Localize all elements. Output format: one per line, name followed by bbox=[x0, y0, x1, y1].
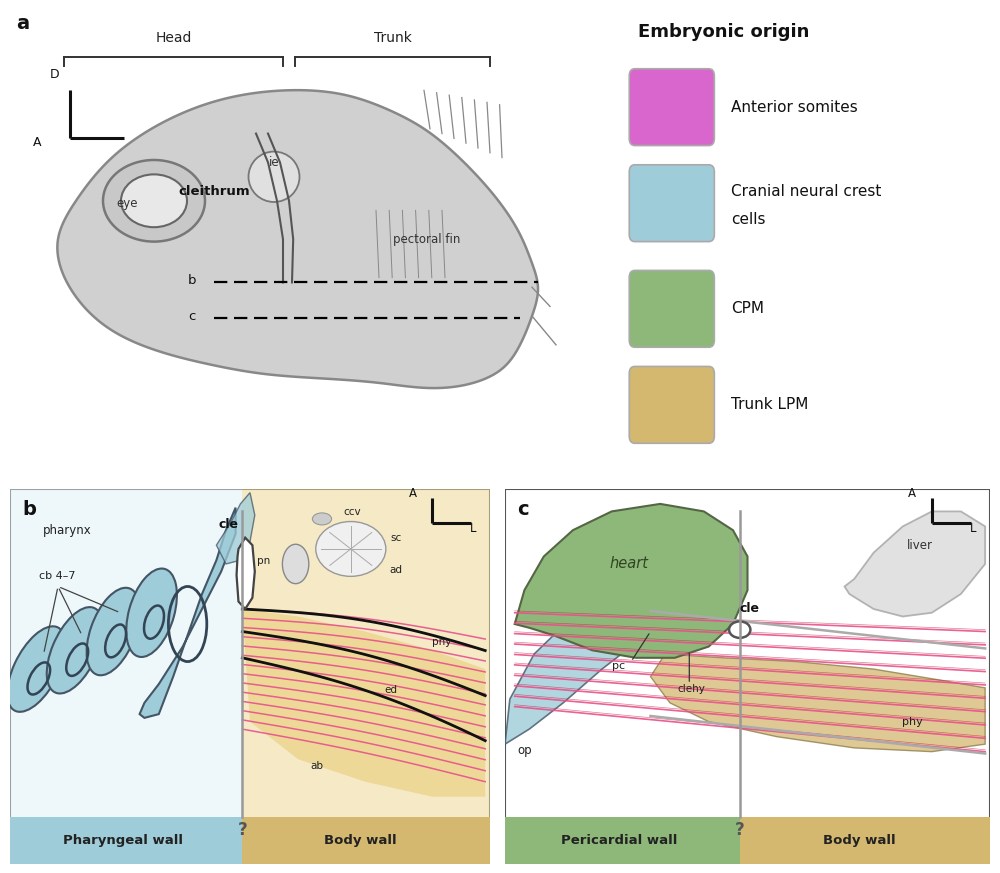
Text: A: A bbox=[409, 487, 417, 500]
Polygon shape bbox=[505, 579, 680, 744]
Bar bbox=[242, 817, 490, 864]
Text: A: A bbox=[33, 135, 41, 148]
Text: Body wall: Body wall bbox=[823, 834, 895, 847]
Text: c: c bbox=[189, 310, 196, 322]
Bar bbox=[740, 817, 990, 864]
Text: a: a bbox=[16, 14, 29, 32]
Text: Body wall: Body wall bbox=[324, 834, 397, 847]
Text: ed: ed bbox=[384, 685, 397, 696]
Ellipse shape bbox=[7, 626, 66, 711]
Text: Cranial neural crest: Cranial neural crest bbox=[731, 183, 881, 199]
Bar bbox=[10, 489, 242, 817]
Ellipse shape bbox=[47, 607, 103, 693]
Ellipse shape bbox=[87, 588, 140, 676]
FancyBboxPatch shape bbox=[629, 165, 714, 242]
Text: ?: ? bbox=[237, 821, 247, 840]
Text: phy: phy bbox=[432, 636, 452, 647]
Text: Head: Head bbox=[155, 31, 192, 45]
Bar bbox=[505, 817, 740, 864]
Polygon shape bbox=[140, 507, 236, 718]
Text: b: b bbox=[188, 273, 196, 286]
Circle shape bbox=[729, 622, 750, 638]
Text: cle: cle bbox=[218, 519, 238, 532]
Polygon shape bbox=[515, 504, 748, 658]
Text: L: L bbox=[470, 522, 476, 535]
Polygon shape bbox=[844, 512, 985, 616]
Text: ab: ab bbox=[311, 760, 324, 771]
Bar bbox=[242, 489, 490, 817]
Text: pc: pc bbox=[612, 661, 626, 671]
Text: b: b bbox=[22, 500, 36, 519]
Bar bbox=[10, 817, 242, 864]
Ellipse shape bbox=[126, 568, 177, 657]
Text: ad: ad bbox=[389, 566, 402, 575]
Polygon shape bbox=[242, 609, 485, 797]
Text: A: A bbox=[908, 487, 916, 500]
Text: Pericardial wall: Pericardial wall bbox=[561, 834, 677, 847]
Text: Pharyngeal wall: Pharyngeal wall bbox=[63, 834, 183, 847]
Polygon shape bbox=[237, 538, 255, 609]
Text: CPM: CPM bbox=[731, 301, 764, 316]
Text: D: D bbox=[50, 68, 60, 81]
Ellipse shape bbox=[248, 152, 300, 202]
FancyBboxPatch shape bbox=[629, 69, 714, 146]
Text: cle: cle bbox=[740, 602, 760, 615]
Circle shape bbox=[121, 175, 187, 227]
Ellipse shape bbox=[312, 513, 332, 525]
Text: pharynx: pharynx bbox=[43, 524, 92, 537]
Text: clehy: clehy bbox=[678, 684, 706, 693]
Text: cleithrum: cleithrum bbox=[178, 185, 250, 197]
Polygon shape bbox=[650, 654, 985, 752]
Text: liver: liver bbox=[907, 539, 933, 552]
Text: L: L bbox=[970, 522, 976, 535]
Text: Anterior somites: Anterior somites bbox=[731, 100, 858, 114]
Text: cb 4–7: cb 4–7 bbox=[39, 571, 75, 581]
Ellipse shape bbox=[282, 544, 309, 584]
Text: phy: phy bbox=[902, 718, 923, 727]
Text: ie: ie bbox=[269, 156, 279, 168]
Text: Embryonic origin: Embryonic origin bbox=[639, 23, 810, 41]
Circle shape bbox=[103, 160, 205, 242]
Text: pn: pn bbox=[257, 556, 271, 566]
Polygon shape bbox=[216, 492, 255, 564]
Text: pectoral fin: pectoral fin bbox=[393, 233, 461, 245]
Text: cells: cells bbox=[731, 212, 766, 228]
Text: ccv: ccv bbox=[344, 507, 361, 517]
Text: eye: eye bbox=[116, 196, 138, 210]
Circle shape bbox=[316, 521, 386, 576]
Text: sc: sc bbox=[390, 533, 401, 543]
Text: ?: ? bbox=[735, 821, 745, 840]
FancyBboxPatch shape bbox=[629, 271, 714, 347]
Text: Trunk LPM: Trunk LPM bbox=[731, 397, 808, 412]
Text: Trunk: Trunk bbox=[374, 31, 411, 45]
Text: op: op bbox=[517, 744, 532, 757]
Text: heart: heart bbox=[609, 556, 648, 572]
FancyBboxPatch shape bbox=[629, 367, 714, 443]
Polygon shape bbox=[57, 90, 538, 388]
Text: c: c bbox=[517, 500, 529, 519]
